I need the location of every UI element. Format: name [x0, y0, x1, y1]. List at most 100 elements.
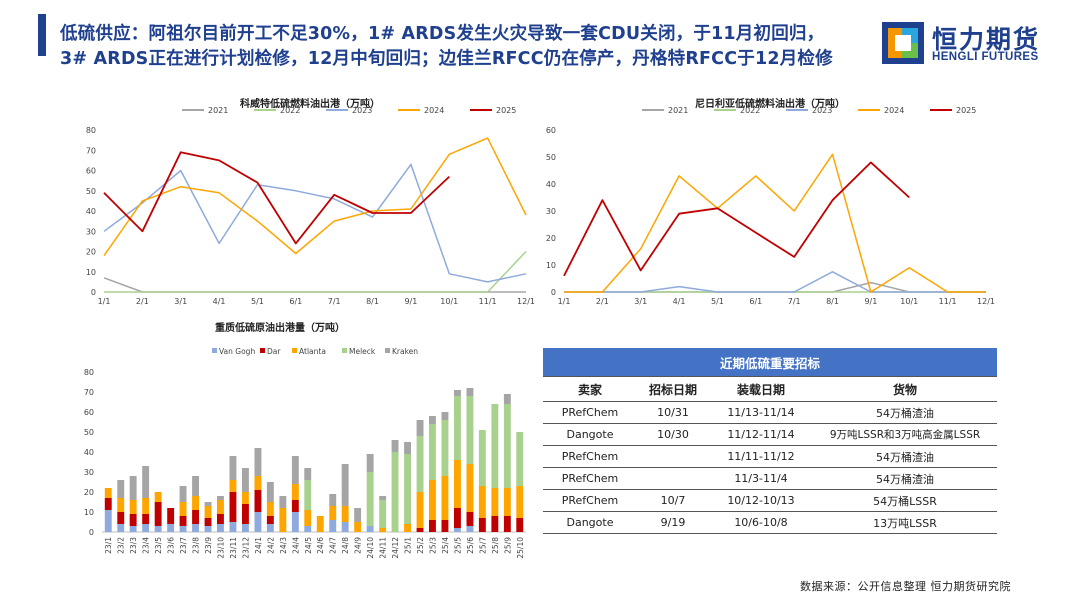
bar-segment-meleck	[379, 500, 387, 528]
bar-segment-dar	[129, 514, 137, 526]
x-tick-label: 3/1	[634, 297, 647, 306]
bar-segment-kraken	[454, 390, 461, 396]
bar-segment-atlanta	[179, 502, 187, 516]
bar-segment-kraken	[179, 486, 187, 502]
bar-segment-meleck	[516, 432, 524, 486]
bar-segment-kraken	[379, 496, 387, 500]
x-tick-label: 8/1	[366, 297, 379, 306]
bar-segment-atlanta	[416, 492, 424, 528]
cell-loading-date: 11/12-11/14	[709, 423, 813, 446]
title-accent-bar	[38, 14, 46, 56]
cell-tender-date: 9/19	[637, 511, 709, 534]
y-tick-label: 60	[546, 126, 556, 135]
x-tick-label: 10/1	[440, 297, 458, 306]
y-tick-label: 60	[86, 167, 96, 176]
legend-label: 2022	[280, 106, 300, 115]
bar-segment-dar	[491, 516, 499, 532]
bar-segment-atlanta	[192, 496, 199, 510]
bar-segment-dar	[167, 508, 175, 524]
cell-seller: PRefChem	[543, 489, 637, 512]
y-tick-label: 20	[546, 234, 556, 243]
table-row: PRefChem 11/3-11/4 54万桶渣油	[543, 467, 997, 490]
bar-segment-kraken	[254, 448, 262, 476]
bar-segment-atlanta	[329, 506, 337, 520]
bar-segment-dar	[229, 492, 237, 522]
x-tick-label: 25/1	[404, 537, 413, 554]
legend-label: 2023	[352, 106, 372, 115]
cell-loading-date: 10/6-10/8	[709, 511, 813, 534]
cell-cargo: 54万桶渣油	[813, 401, 997, 424]
logo-chinese-name: 恒力期货	[932, 25, 1041, 54]
legend-swatch	[385, 348, 390, 353]
bar-segment-kraken	[404, 442, 411, 454]
bar-segment-atlanta	[154, 492, 162, 502]
x-tick-label: 4/1	[673, 297, 686, 306]
series-line-2021	[564, 281, 986, 293]
bar-segment-kraken	[341, 464, 349, 506]
bar-segment-van-gogh	[154, 526, 162, 532]
x-tick-label: 12/1	[977, 297, 995, 306]
y-tick-label: 80	[84, 368, 94, 377]
y-tick-label: 40	[84, 448, 94, 457]
headline-line-1: 低硫供应：阿祖尔目前开工不足30%，1# ARDS发生火灾导致一套CDU关闭，于…	[60, 24, 825, 44]
x-tick-label: 25/7	[478, 537, 487, 554]
x-tick-label: 23/4	[142, 537, 151, 554]
bar-segment-kraken	[266, 482, 274, 502]
bar-segment-dar	[104, 498, 112, 510]
x-tick-label: 23/12	[241, 537, 250, 559]
bar-segment-atlanta	[266, 502, 274, 516]
legend-label: 2024	[424, 106, 444, 115]
chart-title: 重质低硫原油出港量（万吨）	[215, 321, 345, 334]
bar-segment-meleck	[416, 436, 424, 492]
x-tick-label: 24/9	[354, 537, 363, 554]
table-row: PRefChem 10/31 11/13-11/14 54万桶渣油	[543, 401, 997, 424]
bar-segment-van-gogh	[242, 524, 249, 532]
bar-segment-van-gogh	[304, 526, 312, 532]
bar-segment-atlanta	[503, 488, 511, 516]
bar-segment-meleck	[491, 404, 499, 488]
y-tick-label: 50	[546, 153, 556, 162]
cell-loading-date: 11/11-11/12	[709, 445, 813, 468]
company-logo: 恒力期货 HENGLI FUTURES	[882, 20, 1072, 68]
bar-segment-kraken	[242, 468, 249, 492]
x-tick-label: 25/3	[429, 537, 438, 554]
bar-segment-dar	[117, 512, 125, 524]
bar-segment-dar	[416, 528, 424, 532]
bar-segment-atlanta	[104, 488, 112, 498]
x-tick-label: 7/1	[788, 297, 801, 306]
cell-cargo: 54万桶LSSR	[813, 489, 997, 512]
bar-segment-atlanta	[354, 522, 362, 532]
bar-segment-meleck	[466, 396, 474, 464]
series-line-2023	[564, 271, 986, 293]
legend-label: 2022	[740, 106, 760, 115]
legend-swatch	[212, 348, 217, 353]
legend-label: Meleck	[349, 347, 376, 356]
x-tick-label: 23/7	[179, 537, 188, 554]
header-cargo: 货物	[813, 376, 997, 402]
legend-label: 2021	[668, 106, 688, 115]
bar-segment-dar	[503, 516, 511, 532]
y-tick-label: 30	[546, 207, 556, 216]
x-tick-label: 23/3	[129, 537, 138, 554]
cell-seller: Dangote	[543, 511, 637, 534]
x-tick-label: 2/1	[136, 297, 149, 306]
legend-label: 2024	[884, 106, 904, 115]
cell-seller: PRefChem	[543, 401, 637, 424]
y-tick-label: 10	[546, 261, 556, 270]
bar-segment-van-gogh	[229, 522, 237, 532]
bar-segment-atlanta	[429, 480, 436, 520]
cell-seller: Dangote	[543, 423, 637, 446]
bar-segment-kraken	[229, 456, 237, 480]
bar-segment-van-gogh	[204, 526, 212, 532]
cell-loading-date: 11/13-11/14	[709, 401, 813, 424]
x-tick-label: 23/10	[217, 537, 226, 559]
x-tick-label: 25/2	[416, 537, 425, 554]
bar-segment-atlanta	[129, 500, 137, 514]
table-row: PRefChem 11/11-11/12 54万桶渣油	[543, 445, 997, 468]
legend-label: Van Gogh	[219, 347, 255, 356]
series-line-2024	[564, 153, 986, 293]
headline-line-2: 3# ARDS正在进行计划检修，12月中旬回归；边佳兰RFCC仍在停产，丹格特R…	[60, 49, 833, 69]
x-tick-label: 3/1	[174, 297, 187, 306]
y-tick-label: 0	[91, 288, 96, 297]
bar-segment-meleck	[391, 452, 399, 532]
